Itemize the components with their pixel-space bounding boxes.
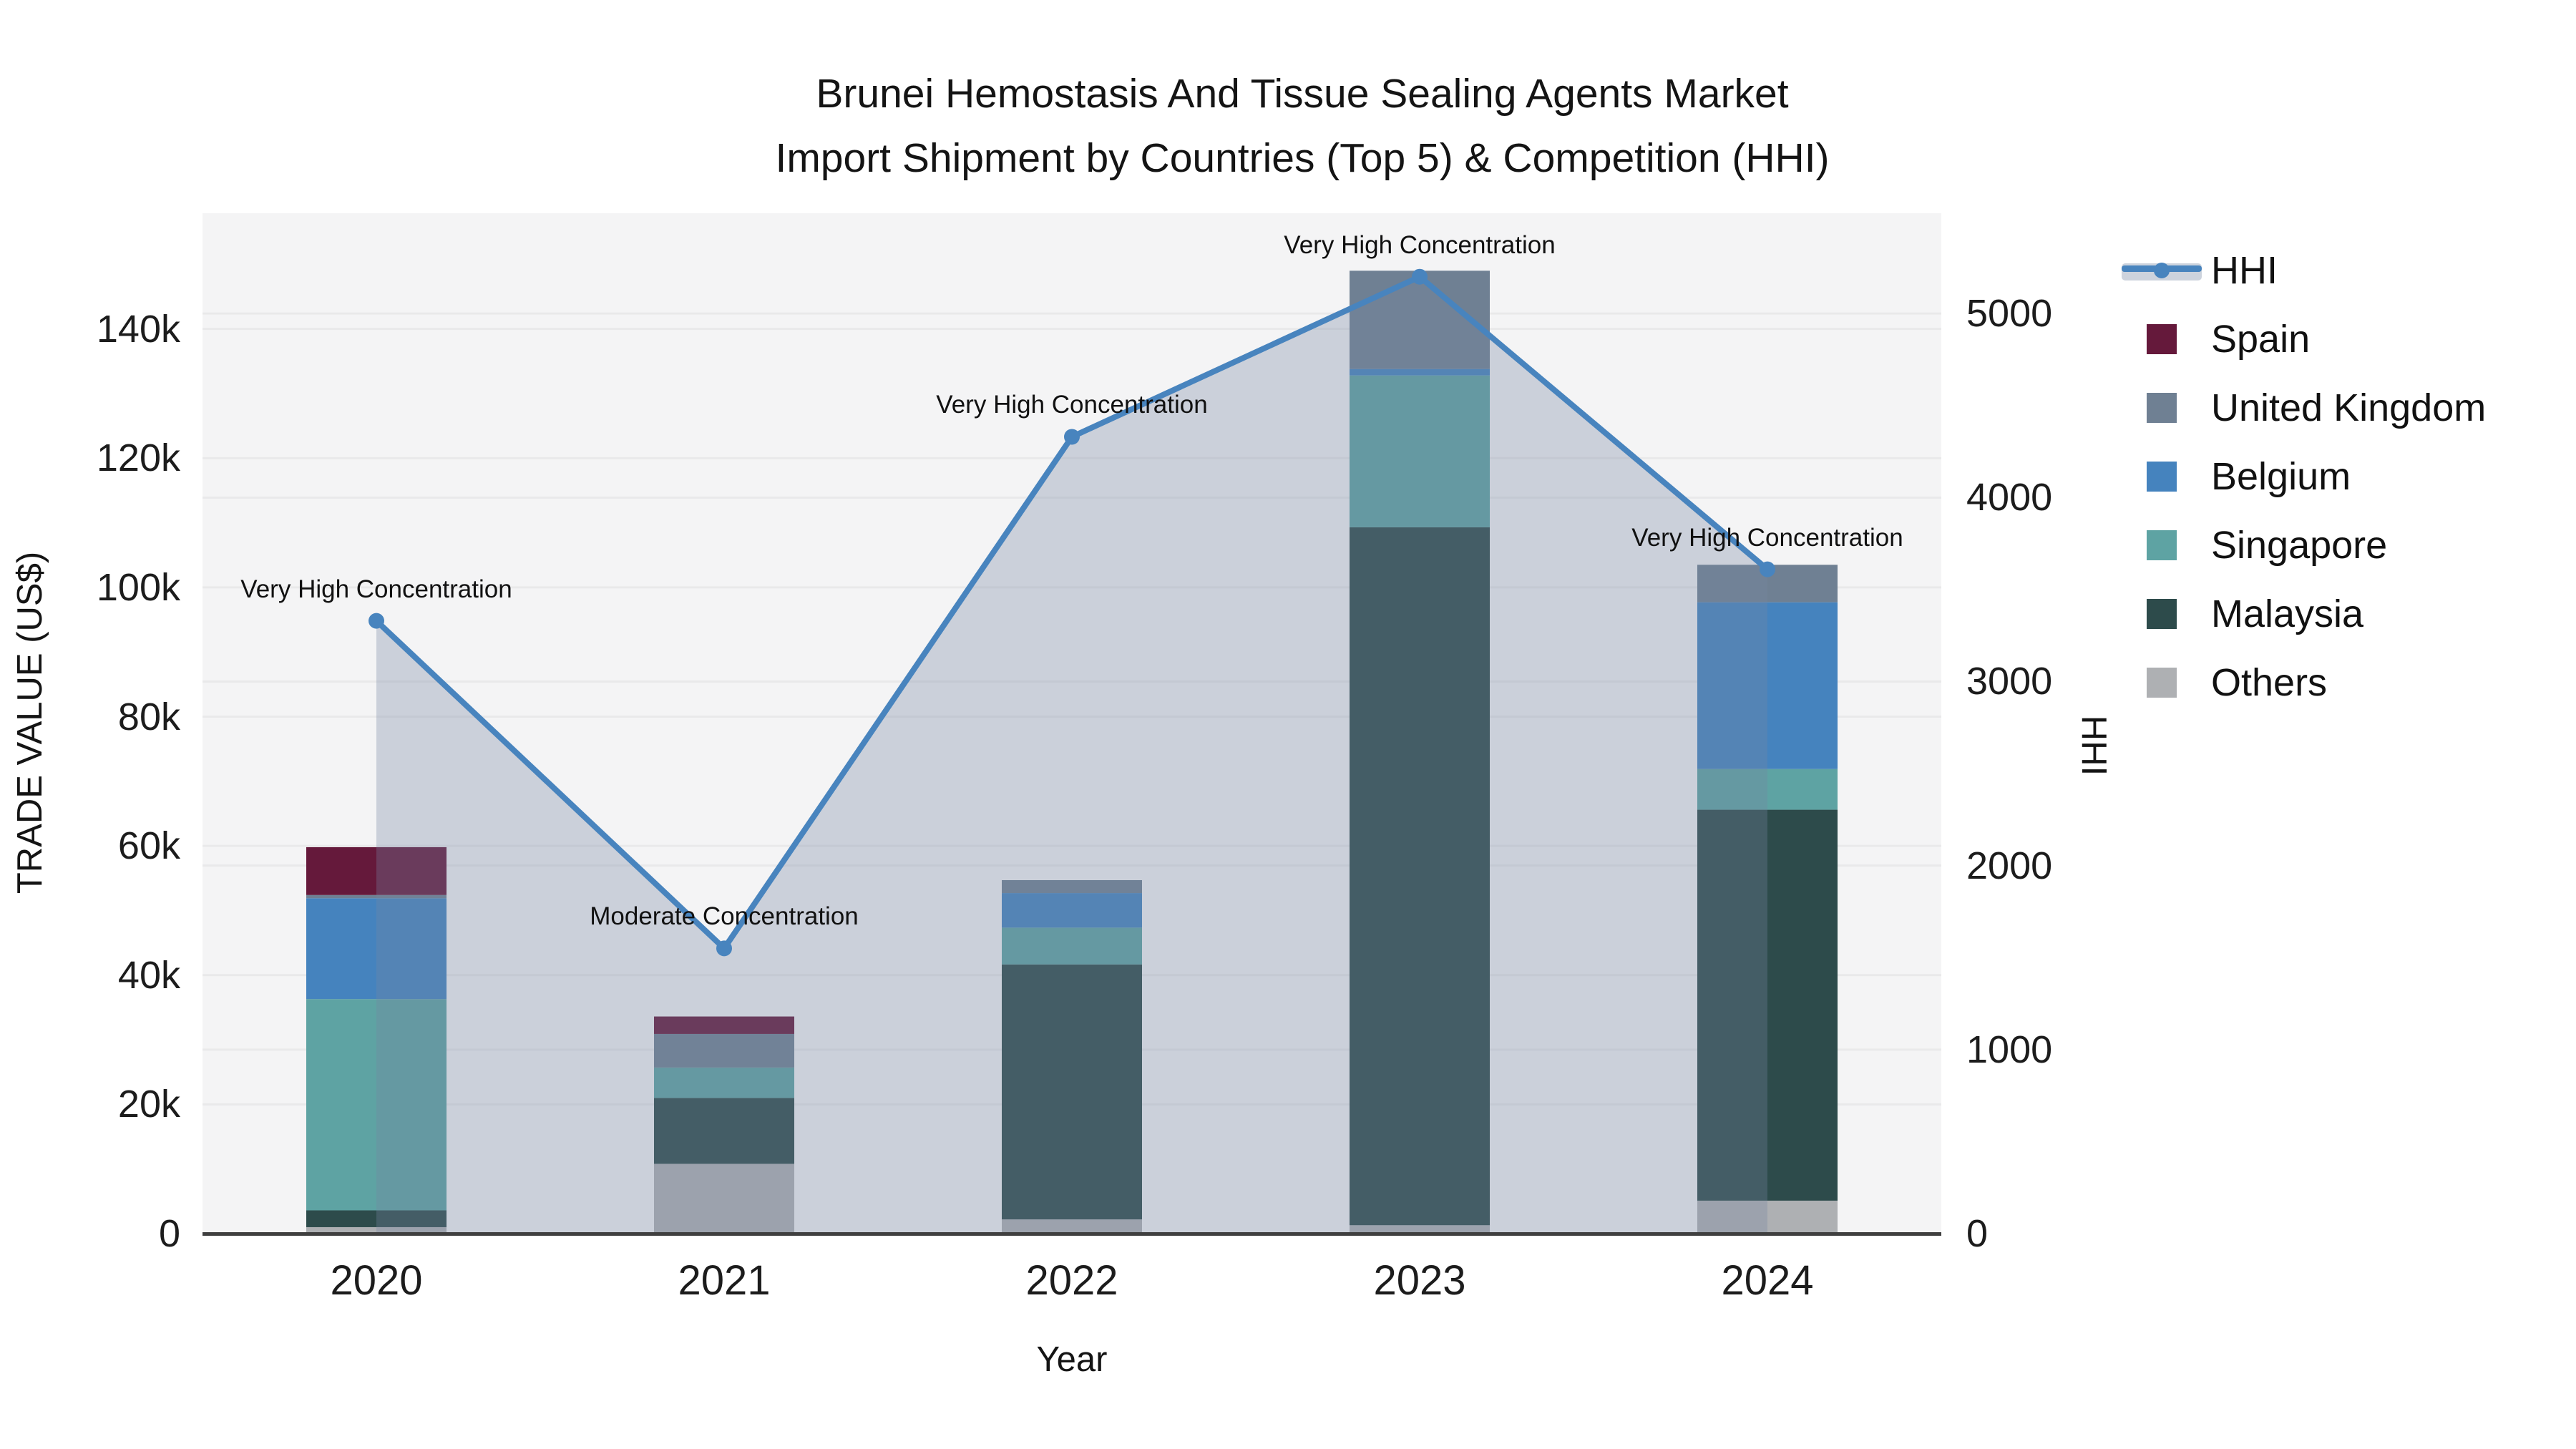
- y-axis-right-title: HHI: [2074, 715, 2113, 776]
- hhi-marker-2020: [369, 613, 384, 629]
- x-axis-line: [203, 1232, 1941, 1236]
- swatch-belgium: [2147, 462, 2177, 492]
- y-right-tick-4000: 4000: [1966, 476, 2053, 519]
- y-axis-left-title: TRADE VALUE (US$): [11, 551, 49, 894]
- bar-segment-others-2022: [1002, 1219, 1142, 1234]
- x-tick-2020: 2020: [330, 1257, 423, 1304]
- bar-segment-singapore-2024: [1697, 769, 1838, 810]
- y-left-tick-120k: 120k: [96, 436, 180, 480]
- legend-item-others: Others: [2119, 648, 2486, 717]
- bar-segment-malaysia-2022: [1002, 964, 1142, 1220]
- legend-label: Spain: [2211, 318, 2311, 361]
- bar-segment-united-kingdom-2022: [1002, 880, 1142, 894]
- legend-swatch-icon: [2119, 462, 2204, 492]
- legend: HHI Spain United Kingdom Belgium Singapore Ma…: [2119, 236, 2486, 717]
- legend-item-belgium: Belgium: [2119, 442, 2486, 511]
- hhi-marker-2021: [716, 940, 732, 957]
- bar-segment-malaysia-2021: [654, 1098, 794, 1164]
- y-left-tick-60k: 60k: [117, 824, 180, 868]
- bar-segment-others-2023: [1350, 1225, 1490, 1234]
- bar-segment-belgium-2020: [306, 898, 447, 1000]
- y-left-tick-80k: 80k: [117, 695, 180, 738]
- x-tick-2023: 2023: [1373, 1257, 1466, 1304]
- bar-segment-malaysia-2020: [306, 1210, 447, 1227]
- legend-swatch-icon: [2119, 668, 2204, 698]
- bar-segment-singapore-2022: [1002, 927, 1142, 965]
- bar-segment-spain-2021: [654, 1016, 794, 1034]
- legend-label: Others: [2211, 661, 2328, 704]
- swatch-malaysia: [2147, 599, 2177, 629]
- bar-segment-malaysia-2023: [1350, 527, 1490, 1226]
- y-left-tick-140k: 140k: [96, 307, 180, 351]
- swatch-singapore: [2147, 530, 2177, 560]
- legend-swatch-icon: [2119, 393, 2204, 423]
- y-right-tick-2000: 2000: [1966, 844, 2053, 887]
- y-right-tick-0: 0: [1966, 1212, 1989, 1255]
- legend-label: United Kingdom: [2211, 386, 2487, 429]
- legend-item-hhi: HHI: [2119, 236, 2486, 305]
- x-tick-2021: 2021: [678, 1257, 771, 1304]
- bar-segment-united-kingdom-2020: [306, 894, 447, 899]
- hhi-marker-2022: [1064, 429, 1080, 445]
- annotation-2024: Very High Concentration: [1631, 523, 1903, 552]
- hhi-marker-2024: [1760, 561, 1775, 577]
- hhi-area-fill: [376, 276, 1767, 1234]
- legend-item-united-kingdom: United Kingdom: [2119, 374, 2486, 442]
- bar-segment-united-kingdom-2023: [1350, 270, 1490, 369]
- legend-label: Singapore: [2211, 524, 2388, 567]
- legend-swatch-icon: [2119, 324, 2204, 354]
- legend-label: HHI: [2211, 249, 2278, 292]
- bar-segment-belgium-2024: [1697, 602, 1838, 769]
- hhi-marker-2023: [1412, 268, 1428, 285]
- annotation-2022: Very High Concentration: [936, 391, 1208, 419]
- chart-title: Brunei Hemostasis And Tissue Sealing Age…: [775, 62, 1829, 190]
- bar-segment-others-2024: [1697, 1200, 1838, 1234]
- bar-segment-others-2021: [654, 1163, 794, 1234]
- bar-segment-united-kingdom-2021: [654, 1033, 794, 1068]
- chart-title-line2: Import Shipment by Countries (Top 5) & C…: [775, 135, 1830, 181]
- swatch-spain: [2147, 324, 2177, 354]
- y-right-tick-1000: 1000: [1966, 1028, 2053, 1071]
- y-right-tick-5000: 5000: [1966, 292, 2053, 336]
- annotation-2023: Very High Concentration: [1284, 230, 1556, 259]
- y-left-tick-100k: 100k: [96, 565, 180, 609]
- chart-title-line1: Brunei Hemostasis And Tissue Sealing Age…: [816, 71, 1789, 117]
- annotation-2020: Very High Concentration: [240, 575, 512, 603]
- legend-swatch-icon: [2119, 599, 2204, 629]
- bar-segment-belgium-2022: [1002, 893, 1142, 928]
- hhi-line-sample: [2122, 258, 2202, 283]
- annotation-2021: Moderate Concentration: [590, 902, 859, 931]
- swatch-united-kingdom: [2147, 393, 2177, 423]
- swatch-others: [2147, 668, 2177, 698]
- bar-segment-belgium-2023: [1350, 369, 1490, 376]
- bar-segment-malaysia-2024: [1697, 809, 1838, 1201]
- bar-segment-spain-2020: [306, 847, 447, 895]
- legend-item-singapore: Singapore: [2119, 511, 2486, 580]
- bar-segment-singapore-2023: [1350, 375, 1490, 527]
- x-tick-2024: 2024: [1721, 1257, 1814, 1304]
- y-right-tick-3000: 3000: [1966, 660, 2053, 703]
- y-left-tick-0: 0: [158, 1212, 180, 1255]
- legend-item-malaysia: Malaysia: [2119, 580, 2486, 648]
- bar-segment-singapore-2021: [654, 1067, 794, 1098]
- y-left-tick-40k: 40k: [117, 953, 180, 997]
- bar-segment-others-2020: [306, 1226, 447, 1234]
- legend-item-spain: Spain: [2119, 305, 2486, 374]
- x-axis-title: Year: [1036, 1340, 1108, 1379]
- bar-segment-singapore-2020: [306, 999, 447, 1211]
- legend-label: Belgium: [2211, 455, 2351, 498]
- y-left-tick-20k: 20k: [117, 1083, 180, 1126]
- legend-swatch-icon: [2119, 530, 2204, 560]
- legend-line-icon: [2119, 258, 2204, 283]
- legend-label: Malaysia: [2211, 592, 2364, 635]
- x-tick-2022: 2022: [1025, 1257, 1118, 1304]
